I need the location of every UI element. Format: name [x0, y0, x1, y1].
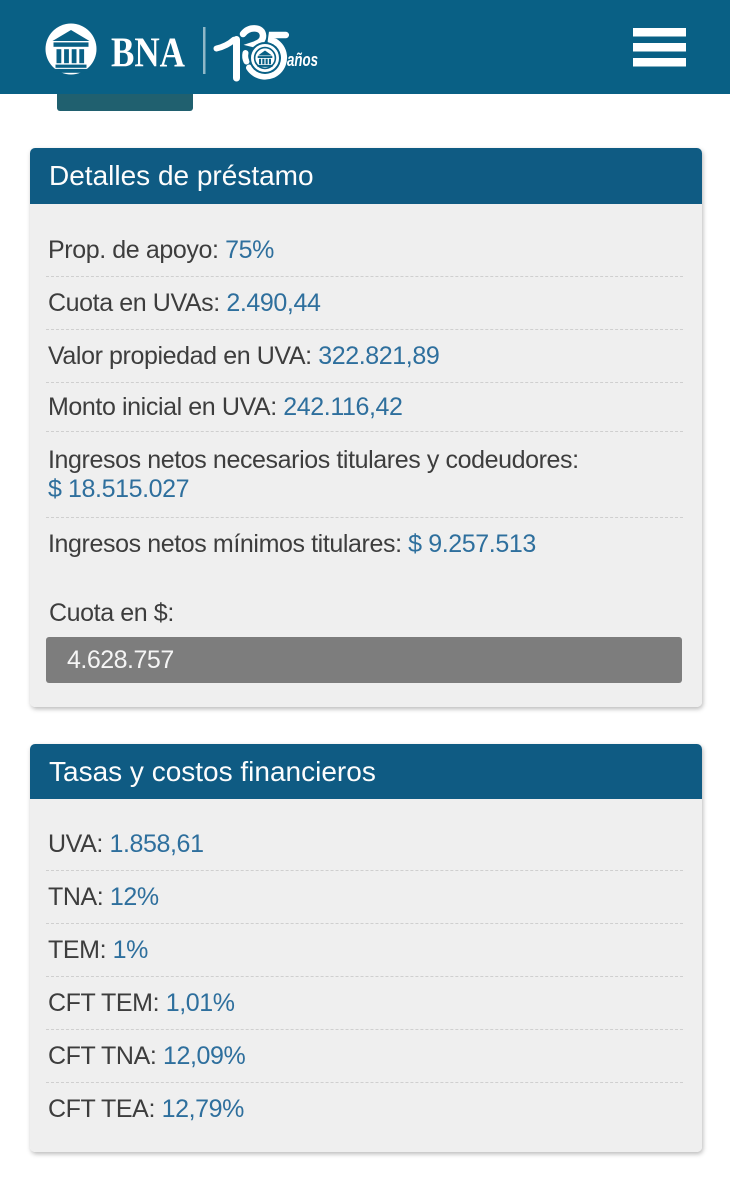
svg-text:años: años — [287, 50, 318, 70]
svg-text:BNA: BNA — [111, 31, 186, 77]
